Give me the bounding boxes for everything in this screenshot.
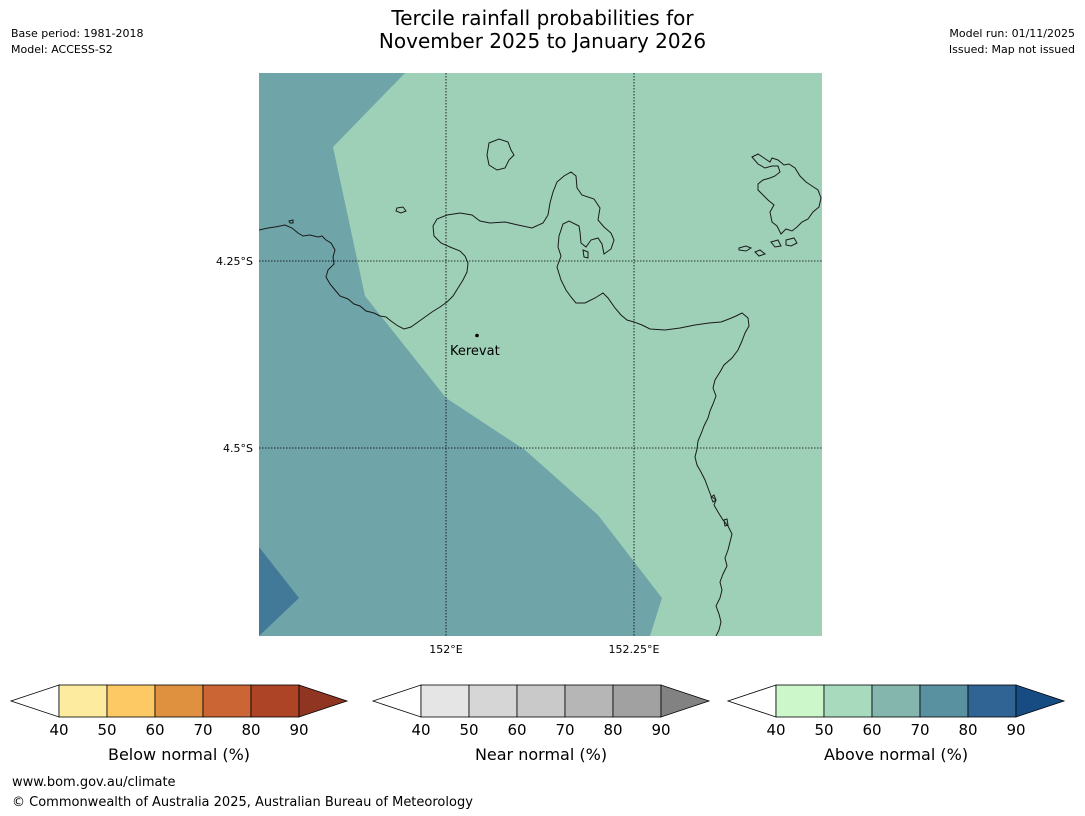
legend-near-segment <box>564 684 614 718</box>
legend-near-high-arrow <box>660 684 711 718</box>
legend-above-segment <box>775 684 825 718</box>
legend-below-tick: 80 <box>241 721 260 739</box>
legend-above-low-arrow <box>726 684 777 718</box>
map-panel[interactable]: Kerevat <box>259 73 822 636</box>
legend-above-tick: 40 <box>766 721 785 739</box>
lat-label-2: 4.5°S <box>223 442 253 455</box>
legend-below-high-arrow <box>298 684 349 718</box>
legend-near-segment <box>612 684 662 718</box>
legend-below-tick: 70 <box>193 721 212 739</box>
lat-label-1: 4.25°S <box>216 255 253 268</box>
legend-above-tick: 50 <box>814 721 833 739</box>
legend-near-tick: 90 <box>651 721 670 739</box>
title-line-1: Tercile rainfall probabilities for <box>391 6 694 30</box>
legend-below-segment <box>106 684 156 718</box>
legend-above-segment <box>871 684 921 718</box>
gridlines <box>259 73 822 636</box>
coastline-islet-4 <box>754 249 767 257</box>
coastline-islet-5 <box>770 239 782 248</box>
legend-near-tick: 50 <box>459 721 478 739</box>
legend-above-label: Above normal (%) <box>823 745 969 764</box>
lon-label-1: 152°E <box>429 643 462 656</box>
legend-below-segment <box>202 684 252 718</box>
kerevat-marker[interactable] <box>475 333 479 338</box>
legend-below-low-arrow <box>9 684 60 718</box>
page-title: Tercile rainfall probabilities for Novem… <box>0 7 1085 53</box>
coastline-islet-2 <box>582 249 589 259</box>
legend-near: 40 50 60 70 80 90 <box>371 684 711 739</box>
legend-near-low-arrow <box>371 684 422 718</box>
legend-above-segment <box>919 684 969 718</box>
legend-below-segment <box>58 684 108 718</box>
legend-below-tick: 50 <box>97 721 116 739</box>
legend-above-segment <box>967 684 1017 718</box>
title-line-2: November 2025 to January 2026 <box>378 29 707 53</box>
legend-near-segment <box>420 684 470 718</box>
lon-label-2: 152.25°E <box>609 643 660 656</box>
legend-above-segment <box>823 684 873 718</box>
coastline-islet-7 <box>710 494 717 503</box>
legend-above: 40 50 60 70 80 90 <box>726 684 1066 739</box>
coastline-islet-9 <box>288 219 294 224</box>
legend-near-segment <box>468 684 518 718</box>
legend-near-segment <box>516 684 566 718</box>
legend-below-tick: 90 <box>289 721 308 739</box>
coastline-islands-east <box>751 153 822 235</box>
footer-url[interactable]: www.bom.gov.au/climate <box>12 775 176 790</box>
coastline-islet-1 <box>395 206 407 214</box>
legend-near-tick: 60 <box>507 721 526 739</box>
base-period-text: Base period: 1981-2018 <box>11 27 144 40</box>
legend-above-tick: 60 <box>862 721 881 739</box>
model-run-text: Model run: 01/11/2025 <box>949 27 1075 40</box>
legends: 40 50 60 70 80 90 40 50 60 70 80 90 40 50 60 70 80 90 <box>9 684 1066 739</box>
legend-below-tick: 40 <box>49 721 68 739</box>
coastline-islet-6 <box>785 237 798 247</box>
coastline-island-north <box>486 138 515 171</box>
issued-text: Issued: Map not issued <box>948 43 1075 56</box>
legend-below-tick: 60 <box>145 721 164 739</box>
legend-below-label: Below normal (%) <box>107 745 251 764</box>
legend-near-tick: 40 <box>411 721 430 739</box>
legend-above-tick: 90 <box>1006 721 1025 739</box>
coastline-main <box>259 171 750 636</box>
legend-above-high-arrow <box>1015 684 1066 718</box>
legend-near-label: Near normal (%) <box>474 745 608 764</box>
legend-below: 40 50 60 70 80 90 <box>9 684 349 739</box>
legend-above-tick: 70 <box>910 721 929 739</box>
coastlines <box>259 138 822 636</box>
region-above-70-80 <box>259 547 299 636</box>
model-text: Model: ACCESS-S2 <box>11 43 113 56</box>
legend-near-tick: 80 <box>603 721 622 739</box>
legend-below-segment <box>154 684 204 718</box>
coastline-islet-3 <box>738 245 753 252</box>
coastline-islet-8 <box>723 518 729 527</box>
kerevat-label: Kerevat <box>450 344 500 359</box>
legend-near-tick: 70 <box>555 721 574 739</box>
footer-copyright: © Commonwealth of Australia 2025, Austra… <box>12 795 473 810</box>
legend-below-segment <box>250 684 300 718</box>
legend-above-tick: 80 <box>958 721 977 739</box>
